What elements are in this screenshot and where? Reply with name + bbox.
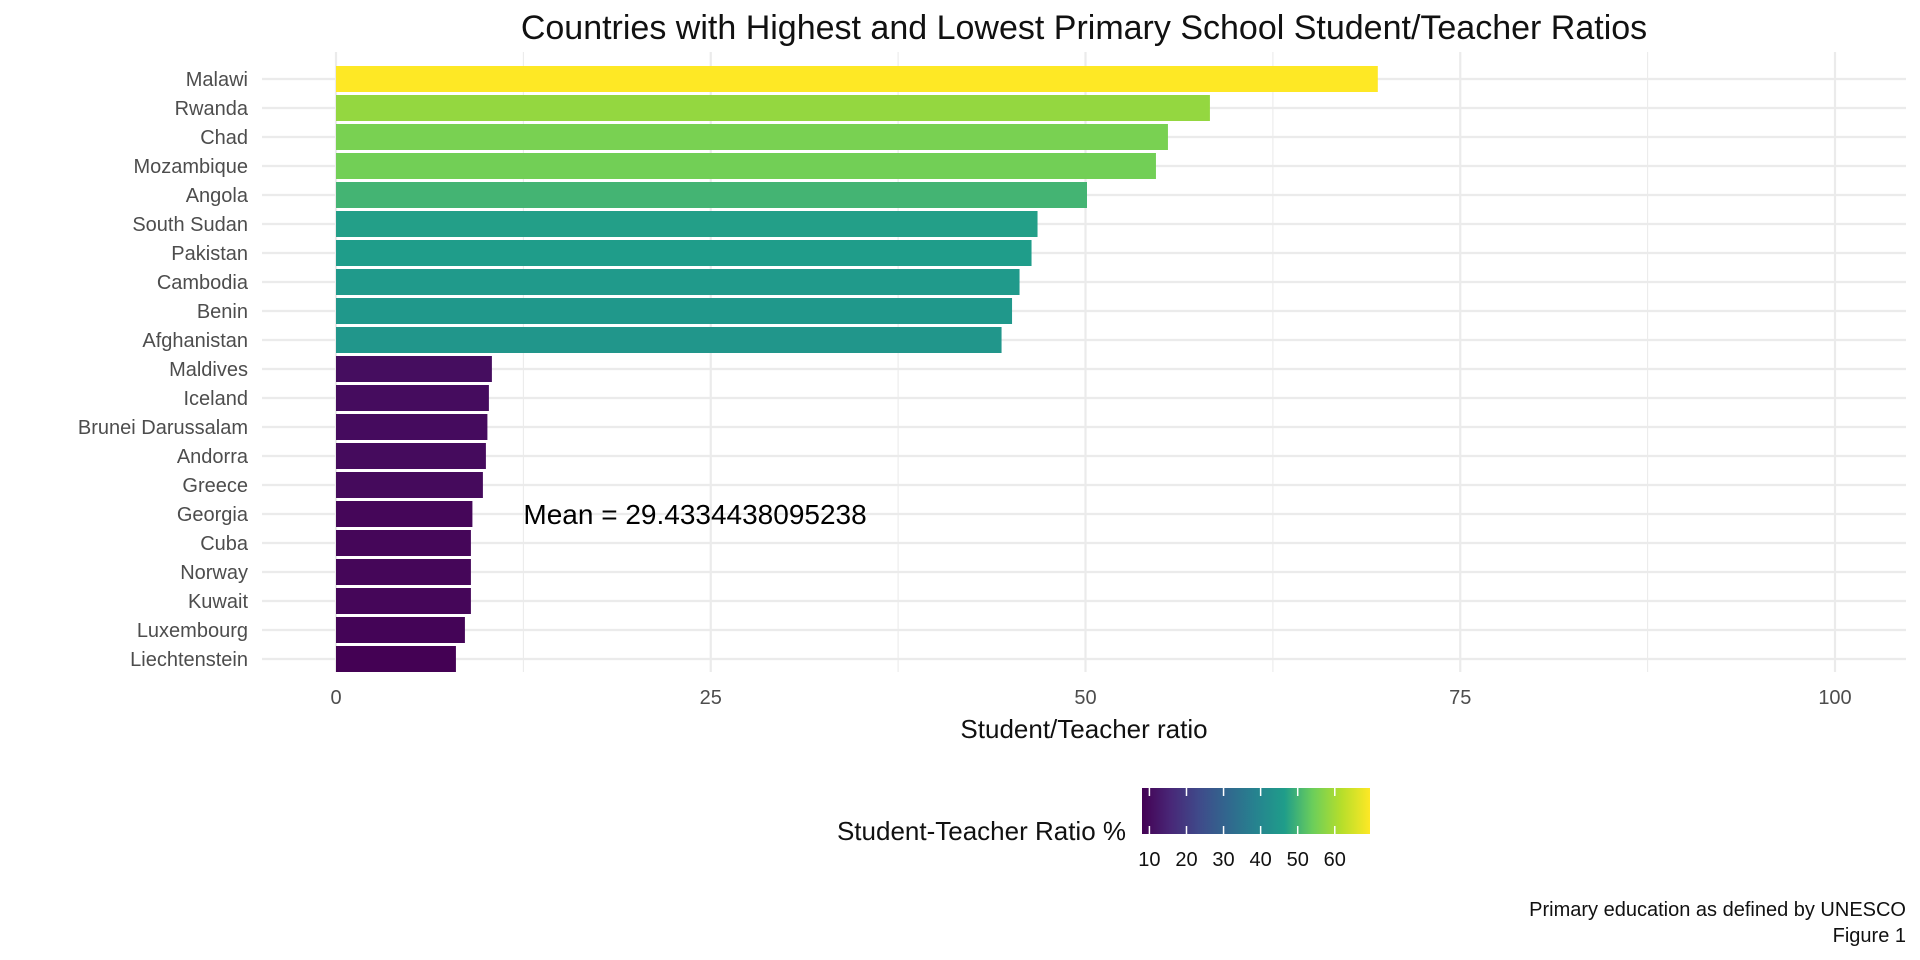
legend-title: Student-Teacher Ratio %	[837, 816, 1126, 846]
bar-kuwait	[336, 588, 471, 614]
category-label-benin: Benin	[197, 301, 248, 323]
bar-iceland	[336, 385, 489, 411]
bar-cuba	[336, 530, 471, 556]
legend: Student-Teacher Ratio % 10 20 30 40 50 60	[837, 788, 1370, 871]
category-label-chad: Chad	[200, 127, 248, 149]
bars	[336, 66, 1378, 672]
category-label-brunei-darussalam: Brunei Darussalam	[78, 417, 248, 439]
category-label-rwanda: Rwanda	[175, 98, 249, 120]
legend-colorbar	[1142, 788, 1370, 834]
x-tick-label: 50	[1074, 687, 1096, 709]
chart-title: Countries with Highest and Lowest Primar…	[521, 9, 1647, 47]
bar-south-sudan	[336, 211, 1038, 237]
bar-mozambique	[336, 153, 1156, 179]
category-label-cuba: Cuba	[200, 533, 249, 555]
category-label-georgia: Georgia	[177, 504, 249, 526]
bar-luxembourg	[336, 617, 465, 643]
category-label-pakistan: Pakistan	[171, 243, 248, 265]
caption-line-2: Figure 1	[1833, 925, 1906, 947]
bar-andorra	[336, 443, 486, 469]
category-label-liechtenstein: Liechtenstein	[130, 649, 248, 671]
mean-annotation: Mean = 29.4334438095238	[523, 499, 866, 530]
legend-tick-label: 20	[1175, 849, 1197, 871]
category-label-maldives: Maldives	[169, 359, 248, 381]
category-label-afghanistan: Afghanistan	[142, 330, 248, 352]
bar-greece	[336, 472, 483, 498]
legend-tick-label: 30	[1212, 849, 1234, 871]
bar-rwanda	[336, 95, 1210, 121]
legend-tick-label: 60	[1324, 849, 1346, 871]
category-label-greece: Greece	[182, 475, 248, 497]
bar-angola	[336, 182, 1087, 208]
bar-brunei-darussalam	[336, 414, 488, 440]
bar-afghanistan	[336, 327, 1002, 353]
bar-malawi	[336, 66, 1378, 92]
bar-maldives	[336, 356, 492, 382]
category-label-south-sudan: South Sudan	[132, 214, 248, 236]
category-label-iceland: Iceland	[184, 388, 249, 410]
x-tick-label: 0	[330, 687, 341, 709]
category-label-kuwait: Kuwait	[188, 591, 248, 613]
category-label-cambodia: Cambodia	[157, 272, 249, 294]
legend-tick-label: 10	[1138, 849, 1160, 871]
x-tick-label: 75	[1449, 687, 1471, 709]
x-tick-label: 100	[1818, 687, 1851, 709]
legend-ticks: 10 20 30 40 50 60	[1138, 788, 1346, 871]
legend-tick-label: 50	[1287, 849, 1309, 871]
category-label-andorra: Andorra	[177, 446, 249, 468]
category-label-angola: Angola	[186, 185, 249, 207]
category-label-malawi: Malawi	[186, 69, 248, 91]
category-label-luxembourg: Luxembourg	[137, 620, 248, 642]
category-labels: Malawi Rwanda Chad Mozambique Angola South Su…	[78, 69, 249, 671]
bar-chad	[336, 124, 1168, 150]
x-axis-title: Student/Teacher ratio	[960, 714, 1207, 744]
caption-line-1: Primary education as defined by UNESCO	[1529, 899, 1906, 921]
bar-norway	[336, 559, 471, 585]
category-label-norway: Norway	[180, 562, 248, 584]
bar-benin	[336, 298, 1013, 324]
x-tick-labels: 0 25 50 75 100	[330, 687, 1851, 709]
bar-pakistan	[336, 240, 1032, 266]
bar-georgia	[336, 501, 473, 527]
bar-liechtenstein	[336, 646, 456, 672]
category-label-mozambique: Mozambique	[133, 156, 248, 178]
x-tick-label: 25	[700, 687, 722, 709]
bar-cambodia	[336, 269, 1020, 295]
legend-tick-label: 40	[1250, 849, 1272, 871]
